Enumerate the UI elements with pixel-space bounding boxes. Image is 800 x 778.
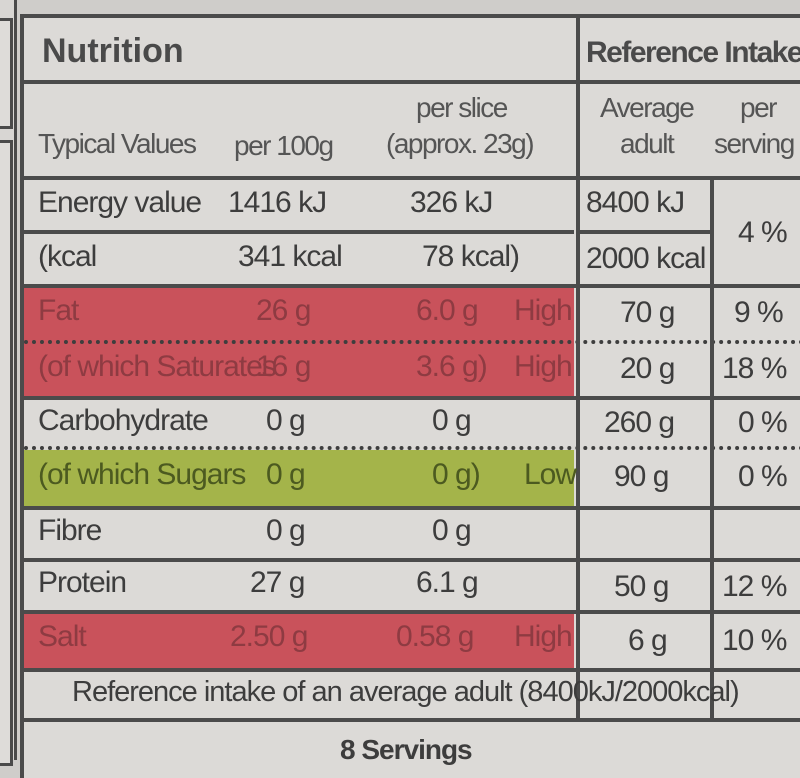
row-label-sugars: (of which Sugars	[38, 458, 246, 491]
row-value-pct: 0 %	[738, 460, 788, 493]
table-title: Nutrition	[42, 32, 184, 70]
row-value-perslice: 78 kcal)	[422, 240, 520, 273]
grid-line	[24, 284, 800, 288]
row-label-carbohydrate: Carbohydrate	[38, 404, 209, 437]
row-value-perslice: 0 g	[432, 404, 472, 437]
row-value-per100: 27 g	[250, 566, 305, 599]
row-value-ri: 6 g	[628, 624, 668, 657]
servings-label: 8 Servings	[340, 734, 473, 765]
grid-line	[24, 176, 800, 180]
row-value-per100: 341 kcal	[238, 240, 343, 273]
row-value-perslice: 326 kJ	[410, 186, 493, 219]
dotted-divider	[24, 446, 800, 450]
row-level-badge: High	[514, 350, 573, 383]
header-typical-values: Typical Values	[38, 128, 197, 159]
row-value-per100: 1416 kJ	[228, 186, 327, 219]
row-value-pct: 10 %	[722, 624, 787, 657]
row-label-saturates: (of which Saturates	[38, 350, 277, 383]
grid-line	[24, 396, 800, 400]
dotted-divider	[24, 340, 800, 344]
row-value-perslice: 0 g	[432, 514, 472, 547]
row-value-perslice: 3.6 g)	[416, 350, 488, 383]
row-value-ri: 260 g	[604, 406, 675, 439]
package-edge	[0, 0, 17, 766]
reference-intake-title: Reference Intake	[586, 36, 800, 69]
grid-line	[24, 718, 800, 722]
row-value-ri: 50 g	[614, 570, 669, 603]
row-value-ri: 70 g	[620, 296, 675, 329]
row-label-energy: Energy value	[38, 186, 202, 219]
row-value-per100: 16 g	[256, 350, 311, 383]
row-value-ri: 2000 kcal	[586, 242, 706, 275]
row-value-perslice: 6.1 g	[416, 566, 479, 599]
row-label-fat: Fat	[38, 294, 79, 327]
grid-line	[24, 80, 800, 84]
row-value-per100: 0 g	[266, 404, 306, 437]
row-value-ri: 20 g	[620, 352, 675, 385]
header-serving: serving	[714, 128, 795, 159]
row-label-fibre: Fibre	[38, 514, 102, 547]
row-value-perslice: 0.58 g	[396, 620, 474, 653]
row-value-perslice: 0 g)	[432, 458, 481, 491]
row-level-badge: High	[514, 620, 573, 653]
row-value-pct: 12 %	[722, 570, 787, 603]
row-value-pct: 18 %	[722, 352, 787, 385]
row-label-kcal: (kcal	[38, 240, 97, 273]
header-per-slice: per slice	[416, 92, 508, 123]
header-adult: adult	[620, 128, 675, 159]
reference-intake-note: Reference intake of an average adult (84…	[72, 676, 740, 708]
grid-line	[24, 668, 800, 672]
header-per-slice-approx: (approx. 23g)	[386, 128, 535, 159]
row-value-ri: 90 g	[614, 460, 669, 493]
nutrition-label: Nutrition Reference Intake Typical Value…	[20, 14, 800, 778]
row-value-per100: 0 g	[266, 514, 306, 547]
row-value-per100: 26 g	[256, 294, 311, 327]
header-per: per	[740, 92, 777, 123]
row-value-perslice: 6.0 g	[416, 294, 479, 327]
package-edge-notch	[0, 140, 13, 766]
row-level-badge: Low	[524, 458, 577, 491]
header-average: Average	[600, 92, 695, 123]
row-value-per100: 0 g	[266, 458, 306, 491]
row-value-ri: 8400 kJ	[586, 186, 685, 219]
grid-line	[24, 506, 800, 510]
row-label-salt: Salt	[38, 620, 87, 653]
grid-line	[710, 176, 714, 718]
high-band-salt	[24, 612, 574, 670]
row-value-per100: 2.50 g	[230, 620, 308, 653]
row-value-pct: 4 %	[738, 216, 788, 249]
row-value-pct: 0 %	[738, 406, 788, 439]
row-label-protein: Protein	[38, 566, 127, 599]
grid-line	[24, 610, 800, 614]
grid-line	[576, 18, 580, 718]
header-per-100g: per 100g	[234, 130, 334, 161]
row-value-pct: 9 %	[734, 296, 784, 329]
grid-line	[580, 230, 710, 234]
grid-line	[24, 230, 574, 234]
low-band-sugars	[24, 450, 574, 508]
grid-line	[24, 558, 800, 562]
row-level-badge: High	[514, 294, 573, 327]
package-edge-notch	[0, 18, 13, 129]
